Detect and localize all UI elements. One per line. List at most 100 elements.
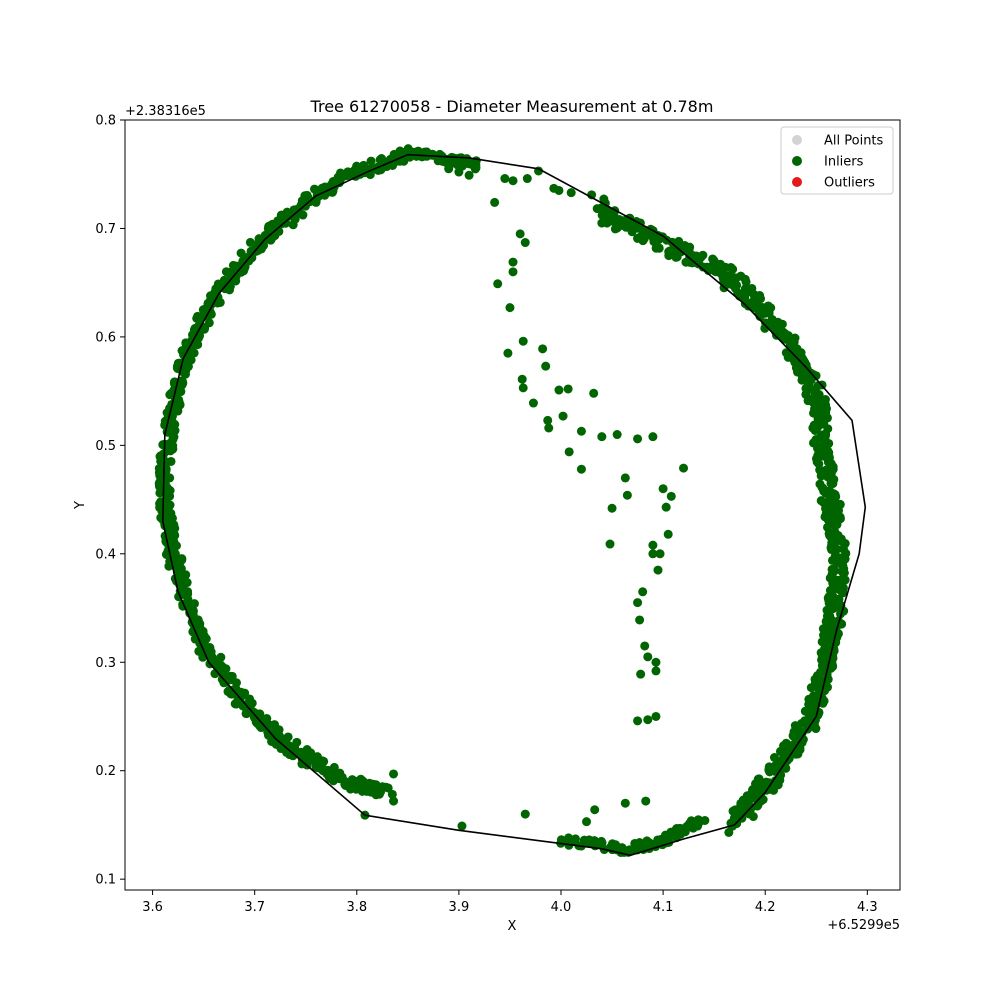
ring-point (781, 348, 791, 358)
ring-point (311, 197, 321, 207)
inlier-point (607, 503, 617, 513)
ring-point (328, 177, 338, 187)
ring-point (840, 575, 850, 585)
ring-point (836, 586, 846, 596)
ring-point (387, 789, 397, 799)
x-axis-label: X (508, 919, 517, 934)
inlier-point (661, 502, 671, 512)
inlier-point (543, 415, 553, 425)
ring-point (710, 266, 720, 276)
ring-point (830, 551, 840, 561)
inlier-point (648, 549, 658, 559)
inlier-point (658, 484, 668, 494)
inlier-point (389, 796, 399, 806)
y-axis-ticks: 0.1 0.2 0.3 0.4 0.5 0.6 0.7 0.8 (95, 114, 125, 888)
inlier-point (558, 411, 568, 421)
ring-point (571, 834, 580, 844)
ring-point (639, 234, 649, 244)
inlier-point (554, 185, 564, 195)
ring-point (721, 279, 731, 289)
ring-point (471, 163, 481, 173)
inlier-point (643, 715, 653, 725)
inlier-point (331, 771, 341, 781)
ring-point (216, 652, 226, 662)
inlier-point (503, 348, 513, 358)
inlier-point (605, 539, 615, 549)
inlier-point (640, 641, 650, 651)
inlier-point (520, 238, 530, 248)
inlier-point (372, 787, 382, 797)
ring-point (819, 486, 829, 496)
ring-point (192, 313, 202, 323)
x-tick-label: 3.7 (244, 900, 265, 915)
inlier-points (154, 144, 851, 857)
inlier-point (655, 549, 665, 559)
inlier-point (493, 279, 503, 289)
inlier-point (389, 769, 399, 779)
y-tick-label: 0.5 (95, 439, 116, 454)
ring-point (833, 530, 843, 540)
inlier-point (576, 426, 586, 436)
ring-point (826, 459, 836, 469)
ring-point (169, 537, 179, 547)
inlier-point (633, 434, 643, 444)
ring-point (171, 406, 181, 416)
inlier-point (622, 490, 632, 500)
ring-point (749, 296, 759, 306)
legend: All Points Inliers Outliers (780, 126, 894, 195)
inlier-point (454, 167, 464, 177)
ring-point (193, 619, 203, 629)
ring-point (278, 734, 288, 744)
ring-point (811, 724, 821, 734)
inlier-point (554, 385, 564, 395)
inlier-point (444, 164, 454, 174)
ring-point (815, 479, 825, 489)
ring-point (181, 570, 191, 580)
ring-point (708, 254, 718, 264)
inlier-point (620, 798, 630, 808)
inlier-point (653, 565, 663, 575)
inlier-point (566, 188, 576, 198)
inlier-point (541, 361, 551, 371)
inlier-point (518, 383, 528, 393)
ring-point (763, 318, 773, 328)
inlier-point (651, 666, 661, 676)
inlier-point (490, 197, 500, 207)
ring-point (179, 348, 189, 358)
ring-point (743, 301, 753, 311)
legend-marker (792, 177, 802, 187)
y-tick-label: 0.1 (95, 873, 116, 888)
y-offset-label: +2.38316e5 (125, 104, 206, 119)
inlier-point (633, 598, 643, 608)
chart-title: Tree 61270058 - Diameter Measurement at … (310, 97, 714, 116)
inlier-point (633, 716, 643, 726)
ring-point (267, 227, 277, 237)
ring-point (155, 470, 165, 480)
inlier-point (651, 711, 661, 721)
x-tick-label: 3.8 (346, 900, 367, 915)
ring-point (288, 220, 298, 230)
inlier-point (508, 267, 518, 277)
inlier-point (666, 491, 676, 501)
inlier-point (522, 174, 532, 184)
ring-point (829, 566, 839, 576)
y-tick-label: 0.4 (95, 547, 116, 562)
inlier-point (508, 176, 518, 186)
ring-point (816, 496, 826, 506)
inlier-point (620, 473, 630, 483)
x-tick-label: 4.3 (857, 900, 878, 915)
ring-point (293, 204, 303, 214)
inlier-point (663, 529, 673, 539)
inlier-point (651, 657, 661, 667)
inlier-point (464, 170, 474, 180)
ring-point (599, 194, 609, 204)
inlier-point (457, 821, 467, 831)
x-tick-label: 3.9 (449, 900, 470, 915)
ring-point (816, 410, 826, 420)
ring-point (806, 375, 816, 385)
ring-point (597, 210, 607, 220)
x-tick-label: 4.0 (551, 900, 572, 915)
ring-point (754, 774, 764, 784)
convex-hull-line (161, 153, 867, 857)
plot-area-frame (124, 119, 901, 891)
